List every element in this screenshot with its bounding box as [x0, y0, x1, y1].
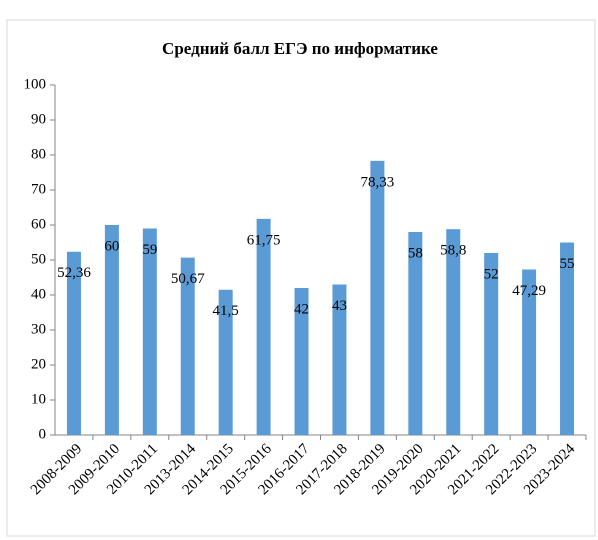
bar	[142, 228, 157, 435]
data-label: 43	[332, 298, 347, 314]
bar	[408, 232, 423, 435]
y-tick-label: 60	[31, 216, 46, 232]
data-label: 58	[408, 245, 423, 261]
bar	[522, 269, 537, 435]
bar	[446, 229, 461, 435]
y-tick-label: 50	[31, 251, 46, 267]
y-tick-label: 0	[39, 426, 47, 442]
bar	[180, 257, 195, 435]
bar	[332, 284, 347, 435]
data-label: 41,5	[213, 303, 239, 319]
y-tick-label: 20	[31, 356, 46, 372]
data-label: 47,29	[512, 283, 546, 299]
data-label: 78,33	[361, 174, 395, 190]
bar	[370, 160, 385, 435]
bar	[256, 218, 271, 435]
bar	[66, 251, 81, 435]
y-tick-label: 90	[31, 111, 46, 127]
data-label: 52,36	[57, 265, 91, 281]
data-label: 58,8	[440, 243, 466, 259]
data-label: 52	[484, 266, 499, 282]
y-tick-label: 100	[24, 76, 47, 92]
bar	[294, 288, 309, 435]
bar	[484, 253, 499, 435]
bar	[560, 242, 575, 435]
y-tick-label: 30	[31, 321, 46, 337]
y-tick-label: 40	[31, 286, 46, 302]
y-tick-label: 10	[31, 391, 46, 407]
y-tick-label: 80	[31, 146, 46, 162]
bar	[218, 289, 233, 435]
chart-title: Средний балл ЕГЭ по информатике	[162, 39, 438, 58]
data-label: 61,75	[247, 232, 281, 248]
data-label: 55	[560, 256, 575, 272]
data-label: 50,67	[171, 271, 205, 287]
bar	[104, 225, 119, 435]
data-label: 59	[142, 242, 157, 258]
data-label: 42	[294, 301, 309, 317]
y-tick-label: 70	[31, 181, 46, 197]
data-label: 60	[104, 238, 119, 254]
